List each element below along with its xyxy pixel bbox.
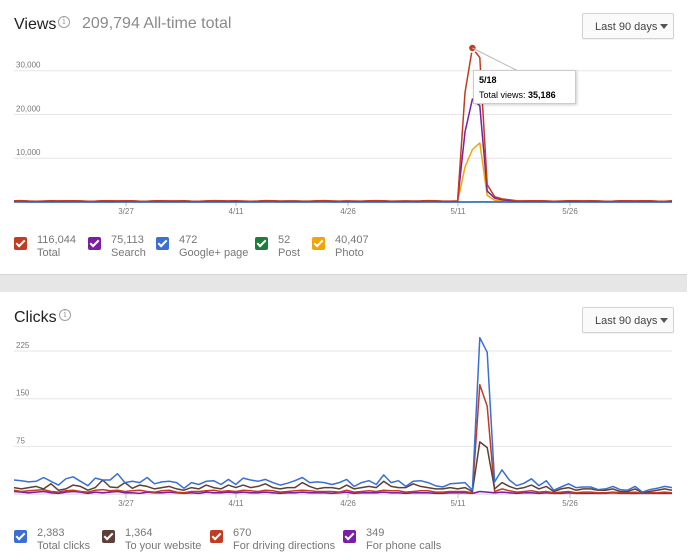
views-y-tick-label: 20,000 [16,104,41,113]
views-legend-value: 116,044 [37,234,76,246]
clicks-x-tick-label: 3/27 [118,499,134,508]
clicks-legend-value: 1,364 [125,527,153,539]
checkbox-icon[interactable] [343,530,356,543]
checkbox-icon[interactable] [312,237,325,250]
clicks-series-for-phone-calls [13,490,672,495]
views-legend-label: Photo [335,247,364,259]
clicks-chart[interactable]: 75 150 225 3/27 4/11 4/26 5/11 5/26 [0,292,687,560]
views-x-tick-label: 4/11 [229,207,245,216]
views-y-tick-label: 30,000 [16,61,41,70]
views-title: Views [14,16,57,33]
checkbox-icon[interactable] [14,530,27,543]
views-card: Views i 209,794 All-time total Last 90 d… [0,0,687,274]
clicks-title: Clicks [14,309,57,326]
chevron-down-icon [660,318,668,323]
views-tooltip: 5/18 Total views: 35,186 [473,70,576,104]
scroll-gutter [687,0,700,560]
tooltip-label: Total views: [479,90,526,100]
views-legend-value: 40,407 [335,234,369,246]
card-separator [0,274,700,292]
views-series-photo [14,142,673,203]
tooltip-date: 5/18 [479,75,497,85]
clicks-x-tick-label: 4/11 [229,499,245,508]
checkbox-icon[interactable] [255,237,268,250]
clicks-range-label: Last 90 days [595,315,658,327]
views-legend-label: Post [278,247,301,259]
views-legend-value: 472 [179,234,198,246]
checkbox-icon[interactable] [14,237,27,250]
clicks-series-for-driving-directions [13,383,673,495]
views-x-tick-label: 5/11 [451,207,467,216]
clicks-legend-value: 670 [233,527,252,539]
clicks-y-tick-label: 225 [16,341,30,350]
views-legend-label: Total [37,247,61,259]
views-legend-label: Google+ page [179,247,249,259]
clicks-y-tick-label: 75 [16,436,25,445]
views-x-tick-label: 4/26 [340,207,356,216]
chevron-down-icon [660,24,668,29]
clicks-series-total-clicks [13,336,673,493]
tooltip-value: 35,186 [528,90,556,100]
views-legend-label: Search [111,247,146,259]
views-date-range-dropdown[interactable]: Last 90 days [582,13,674,39]
clicks-y-tick-label: 150 [16,389,30,398]
tooltip-row: Total views: 35,186 [479,90,556,100]
views-legend-value: 52 [278,234,291,246]
views-x-tick-label: 3/27 [118,207,134,216]
views-chart[interactable]: 10,000 20,000 30,000 3/27 4/11 4/26 5/11 5/26 [0,0,687,274]
clicks-legend-label: For phone calls [366,540,442,552]
views-series-total [13,47,673,202]
clicks-date-range-dropdown[interactable]: Last 90 days [582,307,674,333]
views-all-time-total: 209,794 All-time total [82,15,232,32]
clicks-legend-value: 349 [366,527,385,539]
views-x-tick-label: 5/26 [562,207,578,216]
clicks-legend-label: Total clicks [37,540,91,552]
checkbox-icon[interactable] [156,237,169,250]
checkbox-icon[interactable] [102,530,115,543]
clicks-x-tick-label: 5/11 [451,499,467,508]
checkbox-icon[interactable] [88,237,101,250]
views-legend-value: 75,113 [111,234,144,246]
info-icon[interactable]: i [59,309,71,321]
clicks-legend-label: For driving directions [233,540,336,552]
clicks-x-tick-label: 5/26 [562,499,578,508]
clicks-x-tick-label: 4/26 [340,499,356,508]
clicks-legend-label: To your website [125,540,202,552]
clicks-series-to-your-website [13,441,673,494]
info-icon[interactable]: i [58,16,70,28]
views-range-label: Last 90 days [595,21,658,33]
checkbox-icon[interactable] [210,530,223,543]
clicks-legend-value: 2,383 [37,527,65,539]
tooltip-pointer [472,47,521,73]
views-y-tick-label: 10,000 [16,148,41,157]
clicks-card: Clicks i Last 90 days 75 150 225 3/27 4/11 4/… [0,292,687,560]
